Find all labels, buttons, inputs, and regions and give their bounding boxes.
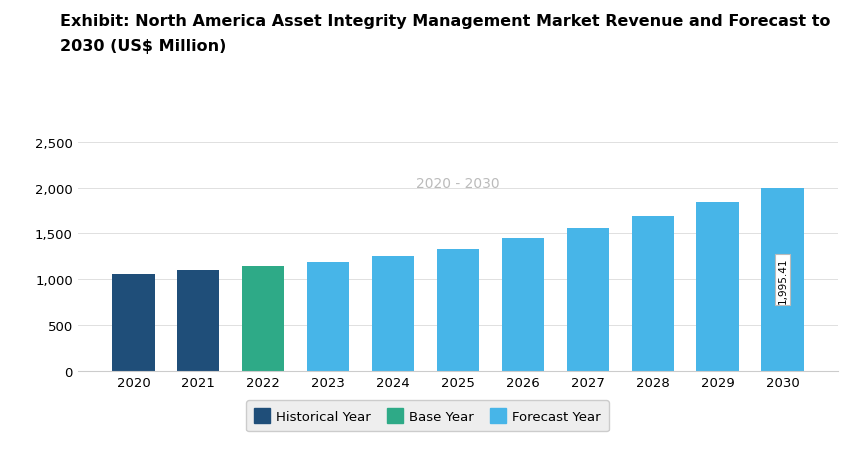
Bar: [502, 238, 544, 371]
Bar: [112, 274, 155, 371]
Bar: [696, 203, 739, 371]
Text: Exhibit: North America Asset Integrity Management Market Revenue and Forecast to: Exhibit: North America Asset Integrity M…: [60, 14, 831, 54]
Bar: [242, 267, 284, 371]
Bar: [761, 188, 804, 371]
Text: 1,995.41: 1,995.41: [778, 257, 787, 303]
Bar: [177, 270, 219, 371]
Bar: [632, 217, 674, 371]
Bar: [567, 228, 609, 371]
Legend: Historical Year, Base Year, Forecast Year: Historical Year, Base Year, Forecast Yea…: [246, 400, 609, 431]
Text: 2020 - 2030: 2020 - 2030: [416, 177, 499, 190]
Bar: [307, 262, 349, 371]
Bar: [437, 249, 479, 371]
Bar: [372, 257, 414, 371]
